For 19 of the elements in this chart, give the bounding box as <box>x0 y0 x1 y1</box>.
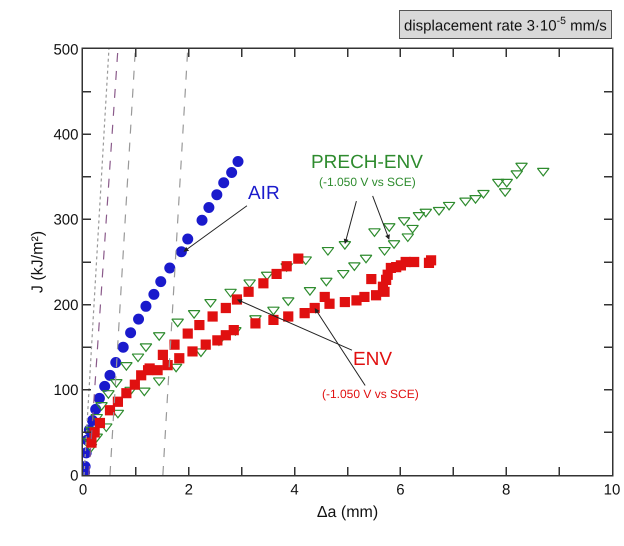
x-tick-label: 6 <box>396 482 405 498</box>
x-tick-label: 4 <box>290 482 299 498</box>
annotation: AIR <box>248 183 280 204</box>
y-tick-label: 400 <box>53 126 78 144</box>
x-tick-label: 8 <box>502 482 510 498</box>
y-tick-label: 200 <box>53 296 78 314</box>
y-tick-label: 300 <box>53 212 78 229</box>
x-axis-title: Δa (mm) <box>316 504 378 521</box>
x-tick-label: 2 <box>184 482 193 498</box>
y-tick-label: 100 <box>53 382 78 400</box>
y-tick-label: 500 <box>53 41 78 58</box>
annotation: (-1.050 V vs SCE) <box>322 387 419 401</box>
y-tick-label: 0 <box>70 467 78 484</box>
annotation: (-1.050 V vs SCE) <box>319 175 416 189</box>
y-axis-title: J (kJ/m²) <box>30 230 47 294</box>
x-tick-label: 10 <box>604 482 620 498</box>
annotation: PRECH-ENV <box>311 152 424 173</box>
annotation: ENV <box>353 349 392 370</box>
text: displacement rate 3·10$^{-5}$ mm/s <box>404 15 607 34</box>
